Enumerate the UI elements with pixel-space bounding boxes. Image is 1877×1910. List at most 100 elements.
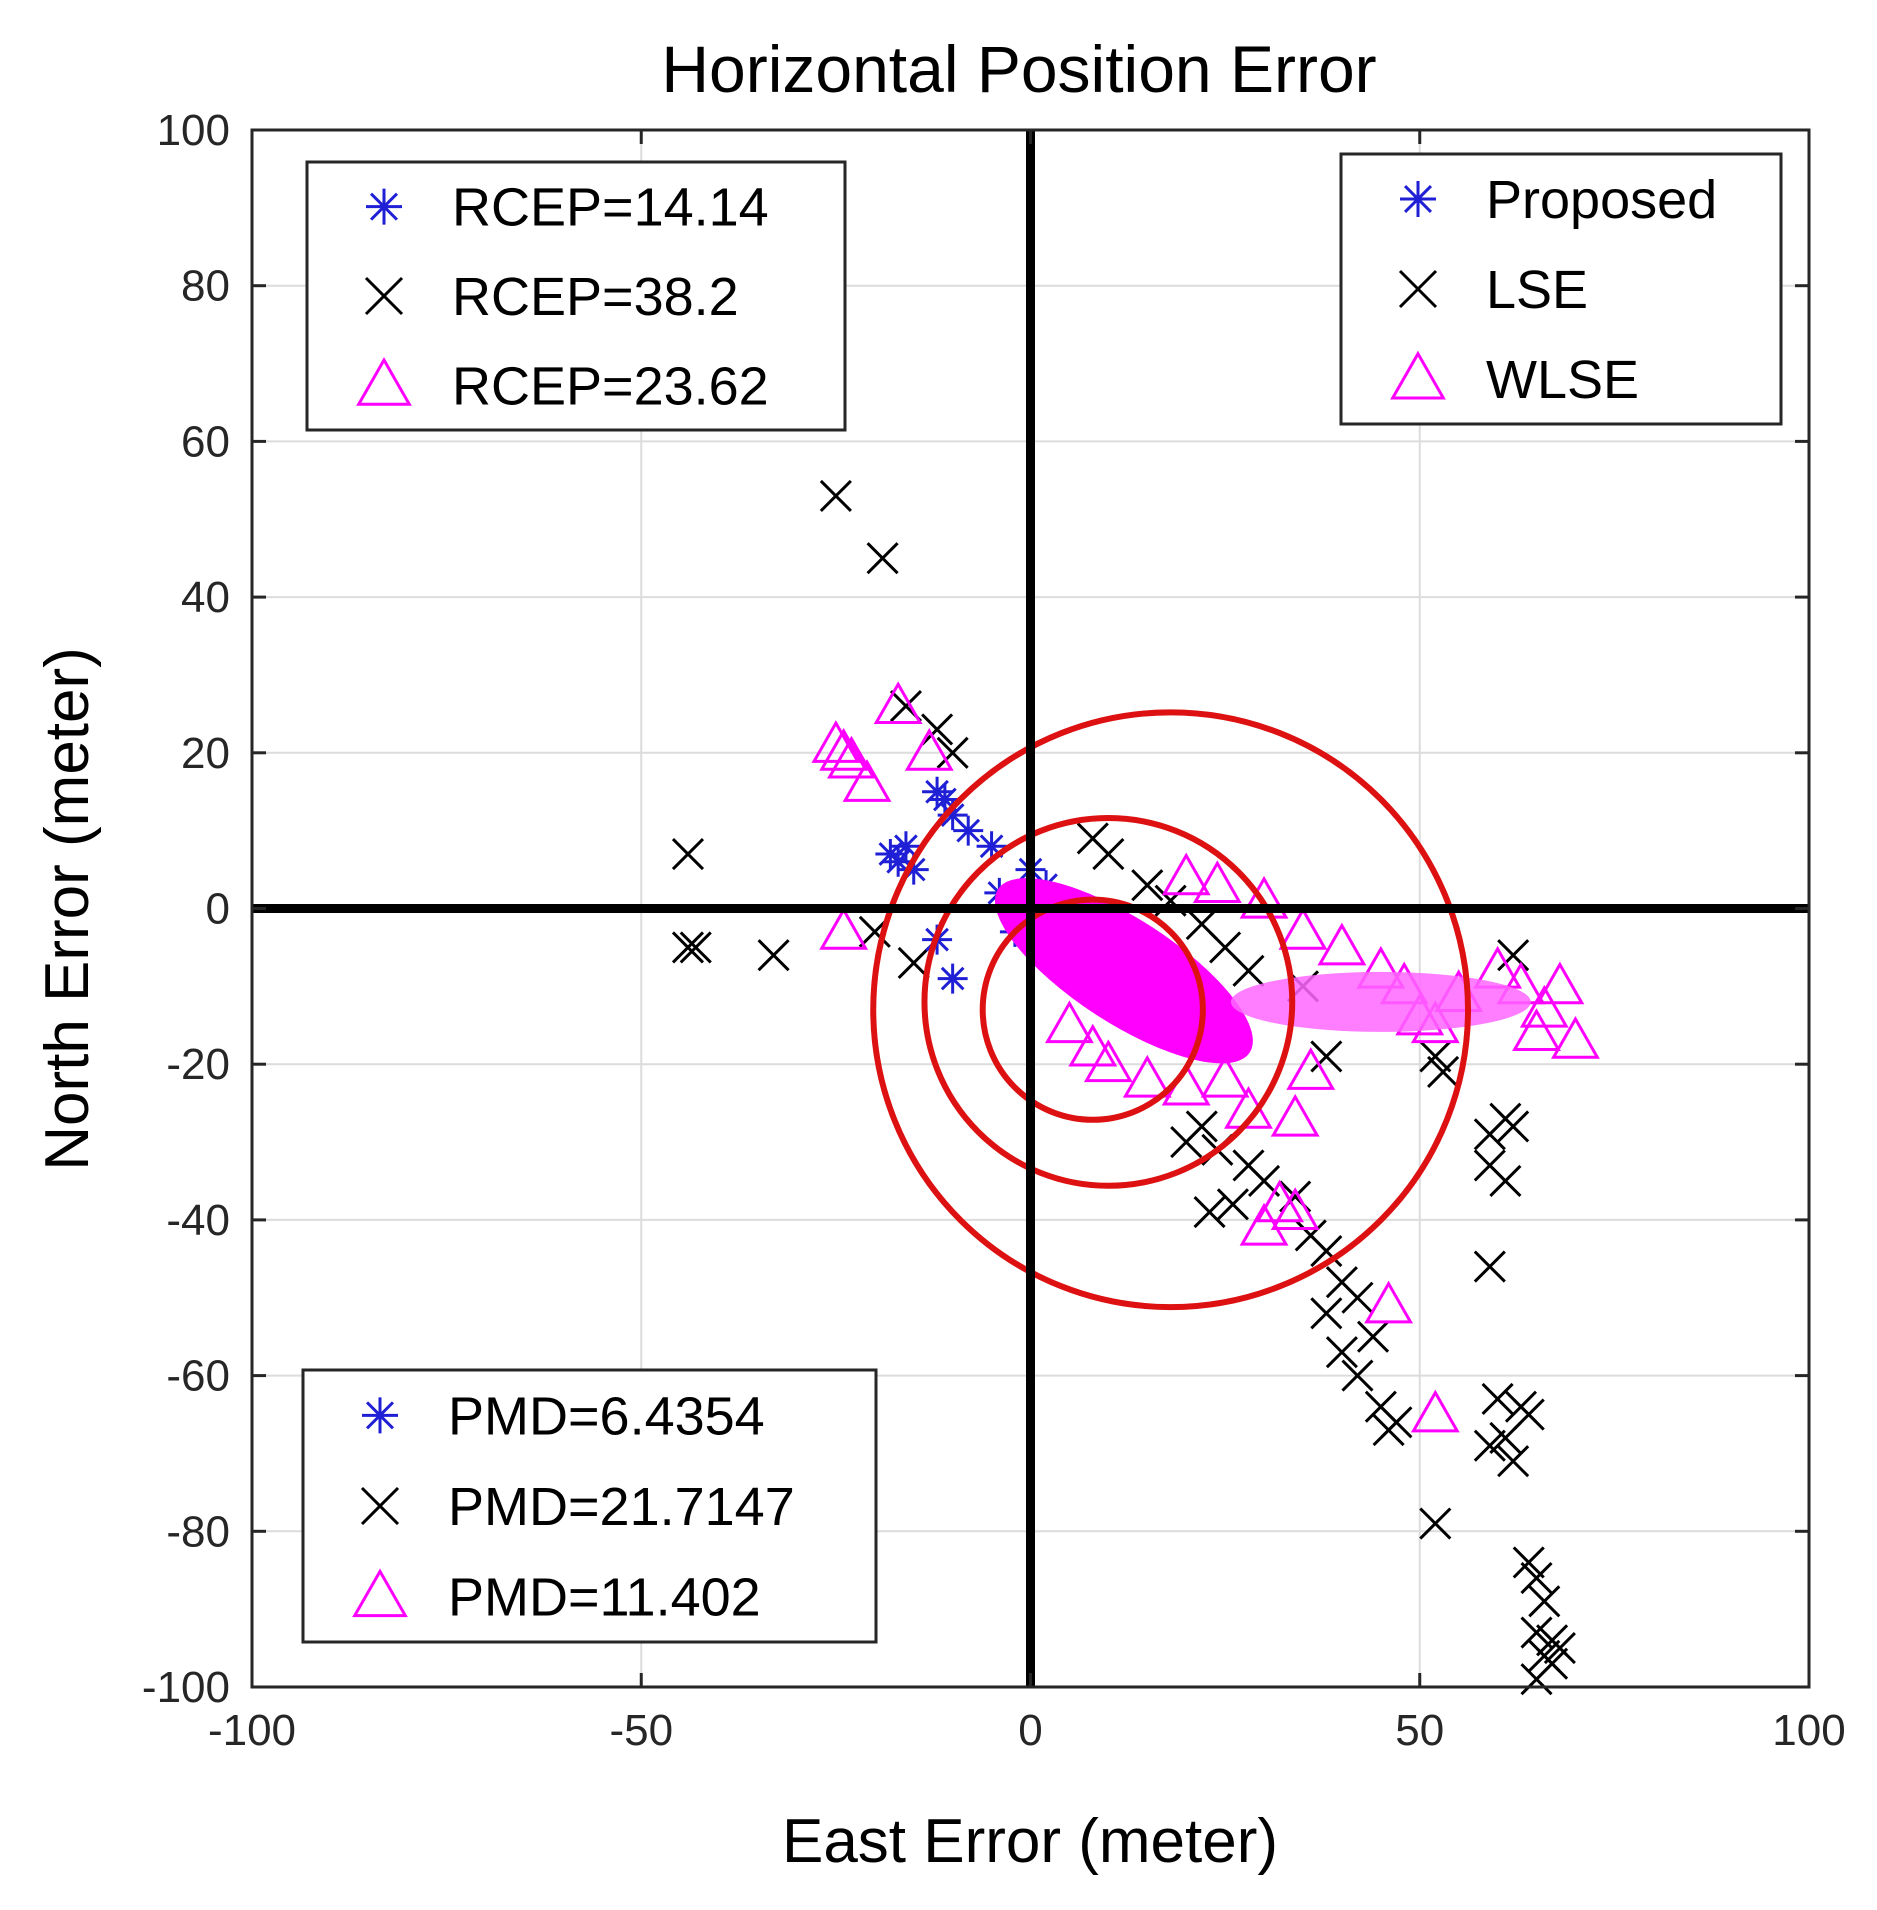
wlse-dense-cloud <box>994 878 1253 1064</box>
legend-marker-x <box>360 1486 400 1526</box>
point-lse <box>1543 1632 1576 1665</box>
legend-pmd-box <box>301 1368 878 1644</box>
point-proposed <box>890 831 921 862</box>
x-axis-title: East Error (meter) <box>782 1807 1278 1876</box>
point-lse <box>1216 1188 1249 1221</box>
point-wlse <box>811 720 861 763</box>
series-lse <box>671 479 1576 1696</box>
point-lse <box>1497 1110 1530 1143</box>
point-wlse <box>904 727 954 771</box>
point-lse <box>1489 1164 1522 1198</box>
point-lse <box>1356 1320 1390 1353</box>
point-wlse <box>1535 961 1585 1005</box>
point-lse <box>1497 939 1530 972</box>
point-lse <box>1481 1382 1514 1416</box>
point-wlse <box>1270 1093 1320 1137</box>
point-lse <box>1528 1585 1561 1618</box>
point-lse <box>1170 1125 1203 1159</box>
point-proposed <box>937 963 968 994</box>
legend-label: PMD=6.4354 <box>448 1386 765 1446</box>
point-wlse <box>1239 875 1289 919</box>
data-layer <box>671 479 1600 1696</box>
point-wlse <box>873 681 923 724</box>
legend-label: RCEP=14.14 <box>452 178 769 238</box>
point-proposed <box>937 800 968 831</box>
axis-ticks: -100 -50 0 50 100 -100 -80 -60 -40 -20 0 20 40 60 80 10… <box>142 106 1846 1755</box>
legend-marker-x <box>364 276 404 316</box>
point-lse <box>1419 1040 1452 1073</box>
x-tick-label: -50 <box>609 1706 673 1755</box>
point-wlse <box>827 735 876 779</box>
point-wlse <box>842 759 892 802</box>
point-lse <box>1310 1297 1343 1330</box>
point-wlse <box>819 906 869 950</box>
point-proposed <box>976 831 1007 862</box>
y-axis-title: North Error (meter) <box>33 647 102 1171</box>
x-tick-label: -100 <box>208 1706 296 1755</box>
rcep-circle <box>870 709 1472 1311</box>
legend-rcep: RCEP=14.14 RCEP=38.2 RCEP=23.62 <box>305 160 847 432</box>
point-lse <box>819 479 852 512</box>
point-lse <box>1520 1663 1553 1696</box>
y-tick-label: 60 <box>181 417 230 466</box>
legend-label: PMD=11.402 <box>448 1568 761 1628</box>
rcep-circle <box>921 815 1296 1189</box>
legend-marker-asterisk <box>1400 181 1436 217</box>
point-lse <box>757 939 790 972</box>
rcep-circle <box>979 896 1206 1123</box>
point-proposed <box>929 784 960 815</box>
point-lse <box>1512 1546 1545 1579</box>
wlse-east-cluster <box>1230 971 1531 1032</box>
point-proposed <box>898 854 929 885</box>
y-tick-label: -60 <box>166 1352 230 1401</box>
point-wlse <box>1364 1280 1414 1324</box>
point-wlse <box>1270 1187 1320 1230</box>
point-lse <box>1520 1561 1553 1595</box>
point-lse <box>1520 1616 1553 1649</box>
point-wlse <box>1044 1000 1094 1044</box>
point-lse <box>921 713 954 746</box>
legend-label: RCEP=38.2 <box>452 267 739 327</box>
point-wlse <box>1122 1054 1172 1098</box>
y-tick-label: 40 <box>181 573 230 622</box>
y-tick-label: -40 <box>166 1196 230 1245</box>
point-lse <box>1193 1196 1226 1229</box>
y-tick-label: -20 <box>166 1040 230 1089</box>
point-wlse <box>1068 1023 1118 1067</box>
legend-marker-triangle <box>356 357 412 406</box>
point-lse <box>1489 1421 1522 1454</box>
x-tick-label: 0 <box>1018 1706 1042 1755</box>
legend-label: PMD=21.7147 <box>448 1477 795 1537</box>
legend-label: RCEP=23.62 <box>452 356 769 416</box>
point-lse <box>671 837 705 871</box>
legend-marker-triangle <box>352 1568 408 1618</box>
point-lse <box>1310 1040 1343 1073</box>
point-lse <box>936 736 969 769</box>
point-wlse <box>1255 1179 1305 1223</box>
point-wlse <box>819 727 869 771</box>
point-lse <box>1325 1336 1358 1369</box>
y-tick-label: 80 <box>181 262 230 311</box>
point-wlse <box>1200 1054 1250 1098</box>
y-tick-label: -100 <box>142 1663 230 1712</box>
point-lse <box>1092 837 1125 871</box>
y-tick-label: 20 <box>181 729 230 778</box>
point-wlse <box>1161 852 1211 896</box>
x-tick-label: 50 <box>1395 1706 1444 1755</box>
y-tick-label: -80 <box>166 1507 230 1556</box>
legend-pmd: PMD=6.4354 PMD=21.7147 PMD=11.402 <box>301 1368 878 1644</box>
legend-marker-asterisk <box>362 1397 398 1434</box>
point-lse <box>1341 1359 1374 1392</box>
legend-marker-asterisk <box>366 188 402 225</box>
legend-marker-x <box>1398 269 1438 309</box>
point-lse <box>1372 1414 1405 1447</box>
chart-title: Horizontal Position Error <box>661 32 1376 106</box>
legend-label: Proposed <box>1486 170 1717 230</box>
point-lse <box>1473 1250 1506 1283</box>
point-lse <box>1497 1445 1530 1478</box>
legend-label: WLSE <box>1486 350 1639 410</box>
point-proposed <box>953 815 984 846</box>
reference-lines <box>252 130 1809 1687</box>
point-wlse <box>1083 1039 1133 1083</box>
